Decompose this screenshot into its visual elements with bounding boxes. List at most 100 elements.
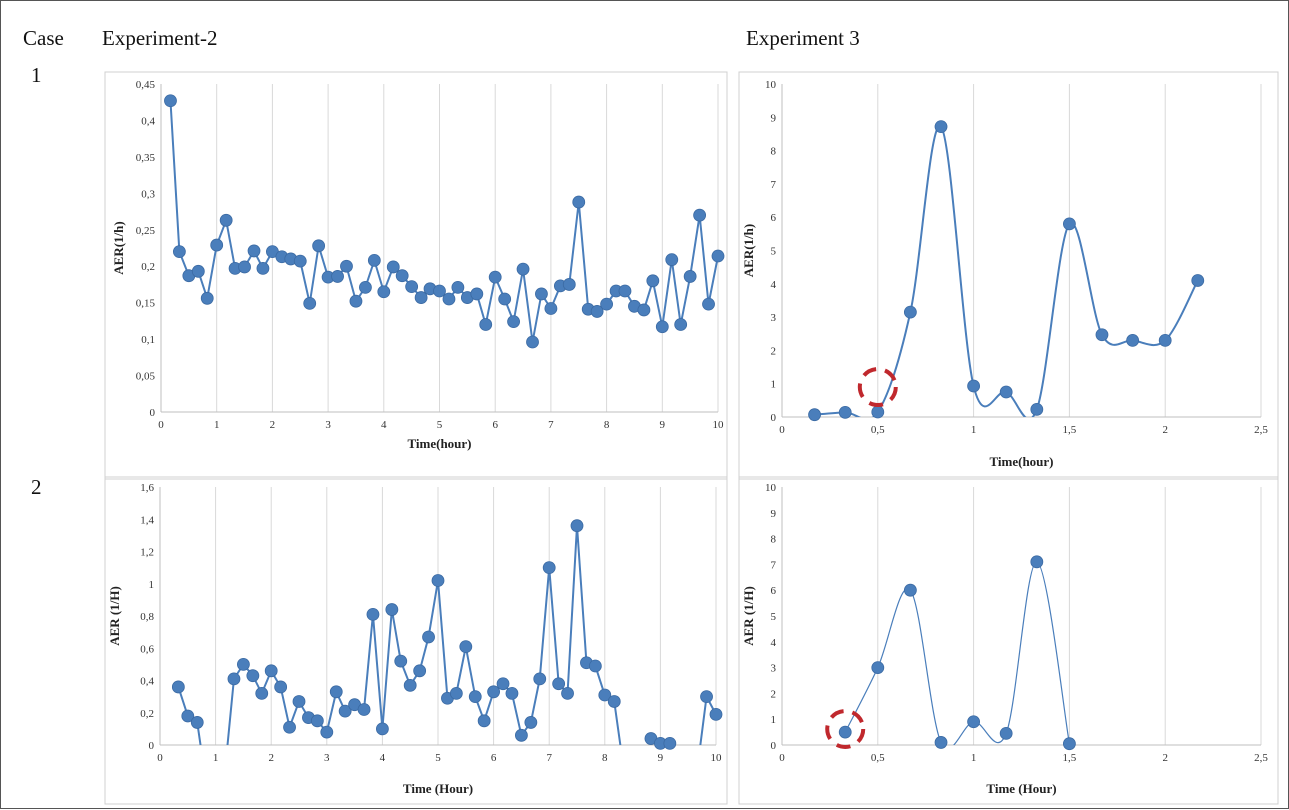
data-point — [702, 297, 715, 311]
data-point — [405, 280, 419, 294]
y-tick-label: 1,2 — [140, 547, 154, 559]
data-point — [1126, 334, 1140, 347]
data-point — [967, 379, 980, 393]
data-point — [711, 249, 725, 263]
x-tick-label: 2 — [268, 752, 274, 764]
y-tick-label: 4 — [771, 279, 777, 291]
y-axis-label: AER (1/H) — [107, 586, 122, 646]
row-label-case-1: 1 — [31, 63, 42, 87]
data-point — [320, 725, 334, 739]
data-point — [394, 654, 408, 668]
x-tick-label: 5 — [435, 752, 441, 764]
data-point — [238, 260, 251, 274]
y-tick-label: 0,4 — [141, 115, 155, 127]
y-tick-label: 6 — [771, 212, 777, 224]
data-point — [552, 677, 566, 691]
data-point — [451, 280, 465, 294]
data-point — [349, 294, 363, 308]
y-tick-label: 0,25 — [136, 225, 156, 237]
data-point — [562, 278, 576, 291]
y-tick-label: 0 — [771, 412, 777, 424]
data-point — [600, 297, 613, 311]
x-axis-label: Time(hour) — [407, 436, 471, 451]
y-tick-label: 1 — [771, 379, 777, 391]
x-tick-label: 1 — [214, 419, 220, 431]
x-tick-label: 0 — [779, 424, 785, 436]
x-tick-label: 0 — [779, 752, 785, 764]
data-point — [264, 664, 278, 678]
y-tick-label: 0,2 — [140, 708, 154, 720]
data-point — [1095, 328, 1109, 342]
x-tick-label: 10 — [711, 752, 723, 764]
data-point — [293, 254, 307, 268]
y-tick-label: 3 — [771, 663, 777, 675]
data-point — [535, 287, 548, 301]
data-point — [1030, 555, 1044, 569]
data-point — [526, 335, 539, 349]
data-point — [449, 687, 463, 700]
y-tick-label: 0,2 — [141, 261, 155, 273]
y-tick-label: 0,45 — [136, 79, 156, 91]
y-tick-label: 0,35 — [136, 152, 156, 164]
data-point — [479, 318, 493, 331]
chart-frame — [738, 476, 1279, 805]
y-tick-label: 8 — [771, 534, 777, 546]
y-tick-label: 3 — [771, 312, 777, 324]
y-tick-label: 0,3 — [141, 188, 155, 200]
y-axis-label: AER (1/H) — [741, 586, 756, 646]
data-point — [310, 714, 324, 728]
data-point — [357, 703, 371, 716]
data-point — [903, 583, 917, 597]
data-point — [191, 264, 205, 278]
y-tick-label: 10 — [765, 482, 777, 494]
data-point — [413, 664, 427, 678]
x-axis-label: Time (Hour) — [986, 781, 1056, 796]
data-point — [1063, 737, 1076, 751]
y-tick-label: 9 — [771, 112, 777, 124]
data-point — [246, 669, 260, 683]
data-point — [274, 680, 288, 694]
data-point — [312, 239, 326, 253]
data-point — [646, 274, 660, 288]
data-point — [588, 659, 602, 673]
x-tick-label: 4 — [380, 752, 386, 764]
data-point — [498, 292, 512, 306]
data-point — [700, 690, 713, 704]
x-axis-label: Time(hour) — [989, 454, 1053, 469]
data-point — [255, 687, 269, 700]
data-point — [303, 296, 317, 310]
data-point — [496, 677, 510, 691]
data-point — [459, 640, 473, 654]
y-tick-label: 0,1 — [141, 334, 155, 346]
x-tick-label: 10 — [713, 419, 725, 431]
data-point — [470, 287, 484, 301]
data-point — [618, 284, 632, 298]
x-tick-label: 3 — [325, 419, 331, 431]
data-point — [477, 714, 491, 728]
x-tick-label: 7 — [548, 419, 554, 431]
data-point — [665, 253, 679, 267]
x-tick-label: 3 — [324, 752, 330, 764]
header-experiment-2: Experiment-2 — [102, 26, 217, 50]
y-tick-label: 7 — [771, 179, 777, 191]
data-point — [637, 303, 651, 317]
data-point — [967, 715, 980, 729]
y-axis-label: AER(1/h) — [741, 224, 756, 277]
data-point — [871, 661, 885, 674]
x-tick-label: 2 — [270, 419, 276, 431]
data-point — [422, 630, 435, 644]
series-line — [814, 125, 1199, 417]
data-point — [386, 260, 400, 274]
data-point — [359, 280, 372, 294]
data-point — [808, 408, 821, 422]
data-point — [200, 291, 214, 305]
data-point — [561, 687, 574, 700]
data-point — [236, 657, 250, 671]
case2-exp3-chart: 0 0,5 1 1,5 2 2,5 0 1 2 3 4 5 6 7 8 9 10 Time (Hour) AER (… — [738, 476, 1279, 805]
data-point — [515, 728, 528, 742]
data-point — [871, 405, 885, 419]
data-point — [683, 270, 697, 283]
data-point — [377, 285, 391, 299]
